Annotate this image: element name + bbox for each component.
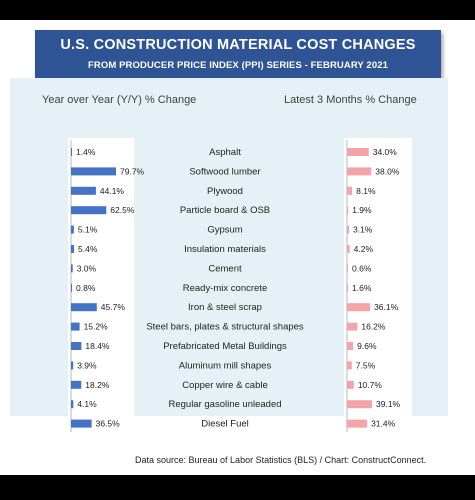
- three-month-label-steel-bars-plates-structural-shapes: 16.2%: [361, 322, 386, 332]
- yoy-label-regular-gasoline-unleaded: 4.1%: [77, 399, 97, 409]
- data-source-note: Data source: Bureau of Labor Statistics …: [135, 455, 427, 465]
- category-label-plywood: Plywood: [207, 186, 243, 197]
- three-month-bar-softwood-lumber: [347, 167, 372, 176]
- yoy-label-gypsum: 5.1%: [78, 225, 98, 235]
- three-month-label-particle-board-osb: 1.9%: [352, 205, 372, 215]
- three-month-label-ready-mix-concrete: 1.6%: [352, 283, 372, 293]
- category-label-softwood-lumber: Softwood lumber: [189, 166, 260, 177]
- yoy-label-prefabricated-metal-buildings: 18.4%: [85, 341, 110, 351]
- three-month-bar-plywood: [347, 186, 353, 195]
- category-label-insulation-materials: Insulation materials: [184, 244, 266, 255]
- three-month-bar-cement: [347, 264, 348, 273]
- three-month-label-aluminum-mill-shapes: 7.5%: [356, 360, 376, 370]
- yoy-bar-aluminum-mill-shapes: [71, 361, 74, 370]
- yoy-bar-ready-mix-concrete: [71, 283, 72, 292]
- three-month-bar-particle-board-osb: [347, 206, 349, 215]
- category-label-iron-steel-scrap: Iron & steel scrap: [188, 302, 262, 313]
- three-month-label-asphalt: 34.0%: [373, 147, 398, 157]
- three-month-bar-ready-mix-concrete: [347, 283, 349, 292]
- three-month-bar-insulation-materials: [347, 245, 350, 253]
- three-month-label-diesel-fuel: 31.4%: [371, 419, 396, 429]
- yoy-bar-cement: [71, 264, 73, 273]
- chart-subtitle: FROM PRODUCER PRICE INDEX (PPI) SERIES -…: [88, 60, 388, 71]
- yoy-bar-asphalt: [71, 148, 72, 156]
- three-month-bar-iron-steel-scrap: [347, 303, 371, 312]
- category-label-prefabricated-metal-buildings: Prefabricated Metal Buildings: [163, 341, 287, 352]
- three-month-bar-asphalt: [347, 148, 369, 156]
- title-banner: U.S. CONSTRUCTION MATERIAL COST CHANGES …: [35, 30, 441, 82]
- yoy-bar-particle-board-osb: [71, 206, 107, 215]
- category-label-particle-board-osb: Particle board & OSB: [180, 205, 270, 216]
- category-label-diesel-fuel: Diesel Fuel: [201, 419, 249, 430]
- three-month-bar-regular-gasoline-unleaded: [347, 400, 372, 409]
- yoy-bar-iron-steel-scrap: [71, 303, 97, 312]
- category-label-aluminum-mill-shapes: Aluminum mill shapes: [179, 360, 272, 371]
- yoy-bar-prefabricated-metal-buildings: [71, 342, 82, 350]
- yoy-label-iron-steel-scrap: 45.7%: [101, 302, 126, 312]
- yoy-bar-diesel-fuel: [71, 419, 92, 428]
- three-month-bar-prefabricated-metal-buildings: [347, 342, 354, 350]
- yoy-label-plywood: 44.1%: [100, 186, 125, 196]
- yoy-bar-steel-bars-plates-structural-shapes: [71, 322, 80, 331]
- category-label-copper-wire-cable: Copper wire & cable: [182, 380, 268, 391]
- three-month-label-regular-gasoline-unleaded: 39.1%: [376, 399, 401, 409]
- chart-title: U.S. CONSTRUCTION MATERIAL COST CHANGES: [60, 37, 416, 53]
- yoy-bar-regular-gasoline-unleaded: [71, 400, 74, 409]
- yoy-label-asphalt: 1.4%: [76, 147, 96, 157]
- yoy-series-header: Year over Year (Y/Y) % Change: [42, 94, 197, 106]
- category-label-cement: Cement: [208, 263, 242, 274]
- three-month-bar-copper-wire-cable: [347, 380, 354, 389]
- yoy-label-cement: 3.0%: [77, 263, 97, 273]
- three-month-label-softwood-lumber: 38.0%: [375, 166, 400, 176]
- three-month-label-gypsum: 3.1%: [353, 225, 373, 235]
- category-label-steel-bars-plates-structural-shapes: Steel bars, plates & structural shapes: [146, 322, 304, 333]
- three-month-label-iron-steel-scrap: 36.1%: [374, 302, 399, 312]
- three-month-label-insulation-materials: 4.2%: [354, 244, 374, 254]
- yoy-label-insulation-materials: 5.4%: [78, 244, 98, 254]
- yoy-label-steel-bars-plates-structural-shapes: 15.2%: [84, 322, 109, 332]
- yoy-bar-copper-wire-cable: [71, 380, 82, 389]
- yoy-label-ready-mix-concrete: 0.8%: [76, 283, 96, 293]
- three-month-column-background: [344, 138, 412, 434]
- yoy-bar-insulation-materials: [71, 245, 75, 253]
- category-label-asphalt: Asphalt: [209, 147, 241, 158]
- yoy-bar-plywood: [71, 186, 96, 195]
- three-month-label-cement: 0.6%: [352, 263, 372, 273]
- yoy-bar-gypsum: [71, 225, 74, 234]
- three-month-label-copper-wire-cable: 10.7%: [358, 380, 383, 390]
- category-label-ready-mix-concrete: Ready-mix concrete: [183, 283, 267, 294]
- category-label-gypsum: Gypsum: [207, 225, 242, 236]
- yoy-bar-softwood-lumber: [71, 167, 116, 176]
- yoy-label-softwood-lumber: 79.7%: [120, 166, 145, 176]
- category-label-regular-gasoline-unleaded: Regular gasoline unleaded: [168, 399, 281, 410]
- three-month-bar-diesel-fuel: [347, 419, 368, 428]
- three-month-label-plywood: 8.1%: [356, 186, 376, 196]
- three-month-bar-aluminum-mill-shapes: [347, 361, 352, 370]
- three-month-series-header: Latest 3 Months % Change: [284, 94, 417, 106]
- three-month-label-prefabricated-metal-buildings: 9.6%: [357, 341, 377, 351]
- yoy-label-aluminum-mill-shapes: 3.9%: [77, 360, 97, 370]
- yoy-label-copper-wire-cable: 18.2%: [85, 380, 110, 390]
- yoy-label-diesel-fuel: 36.5%: [96, 419, 121, 429]
- three-month-bar-gypsum: [347, 225, 349, 234]
- three-month-bar-steel-bars-plates-structural-shapes: [347, 322, 358, 331]
- yoy-label-particle-board-osb: 62.5%: [110, 205, 135, 215]
